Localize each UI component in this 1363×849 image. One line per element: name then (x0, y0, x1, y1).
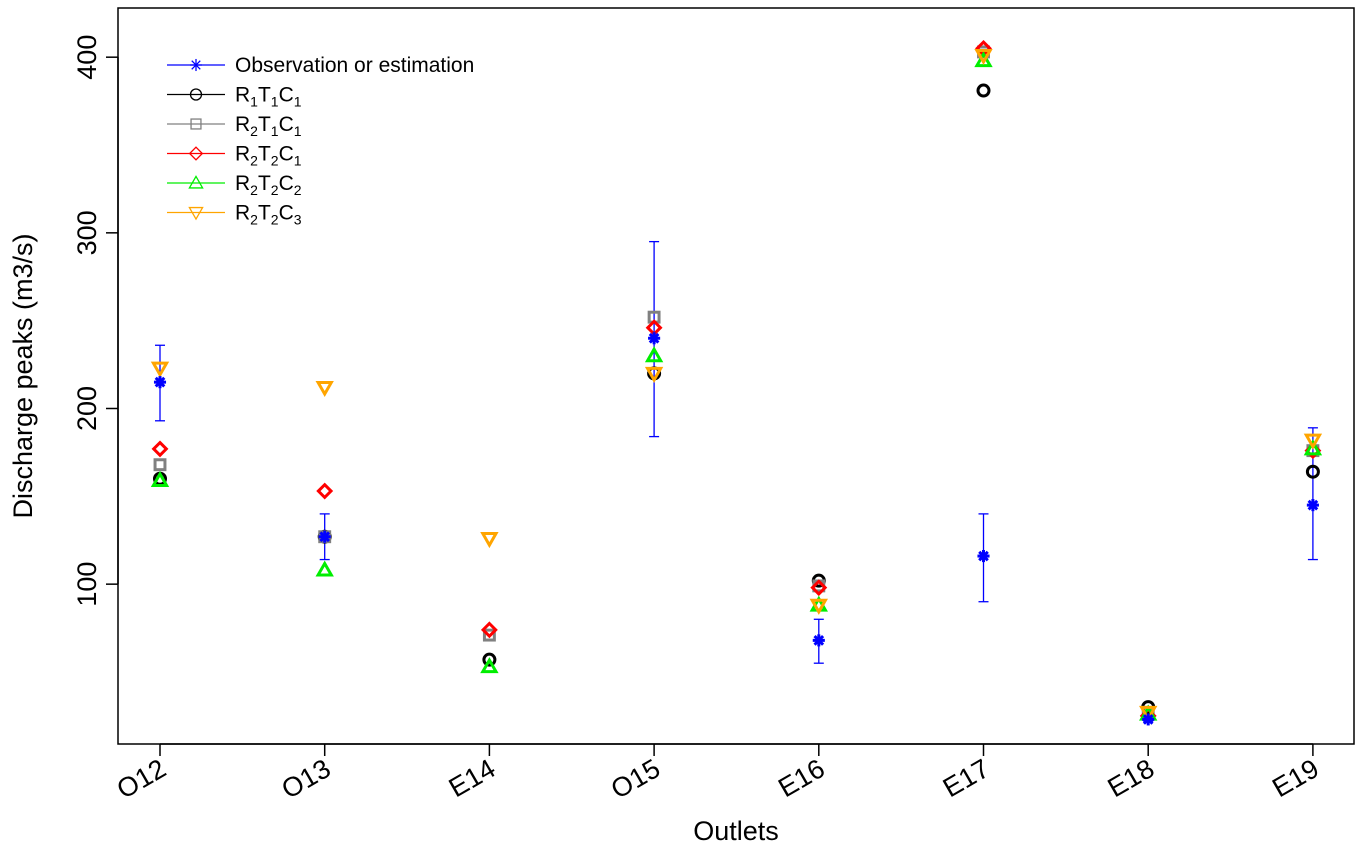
data-point (150, 470, 170, 487)
legend-label: R2T2C3 (235, 202, 302, 228)
legend-label: R2T2C2 (235, 172, 302, 198)
x-tick-label: O15 (606, 753, 665, 805)
error-bar (1307, 427, 1318, 561)
data-point (1306, 499, 1319, 512)
legend-label: R2T1C1 (235, 113, 302, 139)
x-tick-label: E18 (1103, 753, 1160, 803)
data-point (318, 530, 331, 543)
data-point (150, 361, 170, 378)
plot-frame (117, 7, 1355, 745)
legend-marker (188, 146, 204, 161)
data-point (976, 83, 991, 98)
y-axis: 100 200 300 400 (72, 35, 119, 607)
data-point (1303, 439, 1323, 456)
legend-item: R2T2C3 (167, 202, 302, 228)
series-r2t2c3 (150, 48, 1323, 723)
y-tick-label: 100 (72, 562, 102, 607)
data-point (315, 380, 334, 398)
legend-marker (189, 58, 203, 72)
legend-label: R2T2C1 (235, 143, 302, 169)
y-tick-label: 300 (72, 210, 102, 255)
data-point (316, 482, 334, 500)
legend-marker (190, 118, 202, 130)
data-point (153, 376, 167, 389)
x-tick-label: E16 (773, 753, 830, 803)
data-point (810, 579, 828, 597)
data-point (1305, 464, 1320, 479)
legend: Observation or estimation R1T1C1 R2T1C1 R2T… (167, 54, 474, 228)
data-point (1303, 433, 1323, 450)
data-point (480, 657, 499, 674)
data-point (1139, 705, 1158, 723)
legend-marker (188, 206, 204, 221)
data-point (480, 532, 499, 549)
data-points (150, 39, 1323, 726)
data-point (482, 628, 496, 642)
x-tick-label: E19 (1267, 753, 1324, 803)
data-point (482, 652, 497, 667)
x-tick-label: O12 (112, 753, 171, 805)
data-point (153, 458, 167, 472)
data-point (974, 51, 993, 68)
legend-item: R1T1C1 (167, 84, 302, 110)
data-point (648, 332, 661, 345)
x-tick-label: E17 (938, 753, 995, 803)
data-point (644, 366, 664, 383)
y-axis-title: Discharge peaks (m3/s) (8, 233, 38, 518)
legend-item: Observation or estimation (167, 54, 474, 77)
data-point (151, 440, 169, 458)
series-observation-or-estimation (153, 332, 1319, 726)
legend-marker (189, 88, 203, 101)
data-point (977, 549, 990, 563)
data-point (974, 48, 993, 66)
data-point (809, 598, 828, 615)
error-bars (155, 240, 1318, 722)
x-tick-label: O13 (276, 753, 335, 805)
x-axis: O12 O13 E14 O15 E16 E17 E18 E19 (112, 743, 1324, 805)
legend-item: R2T2C1 (167, 143, 302, 169)
data-point (480, 621, 498, 639)
x-tick-label: E14 (444, 753, 501, 803)
legend-label: R1T1C1 (235, 84, 302, 110)
legend-label: Observation or estimation (235, 54, 474, 77)
x-axis-title: Outlets (693, 816, 779, 846)
series-r1t1c1 (153, 83, 1320, 715)
data-point (644, 346, 664, 363)
legend-item: R2T1C1 (167, 113, 302, 139)
y-tick-label: 400 (72, 35, 102, 80)
data-point (1142, 713, 1155, 726)
legend-item: R2T2C2 (167, 172, 302, 198)
legend-marker (188, 175, 204, 189)
data-point (315, 560, 334, 577)
y-tick-label: 200 (72, 386, 102, 431)
data-point (812, 634, 825, 647)
series-r2t2c2 (150, 51, 1323, 721)
